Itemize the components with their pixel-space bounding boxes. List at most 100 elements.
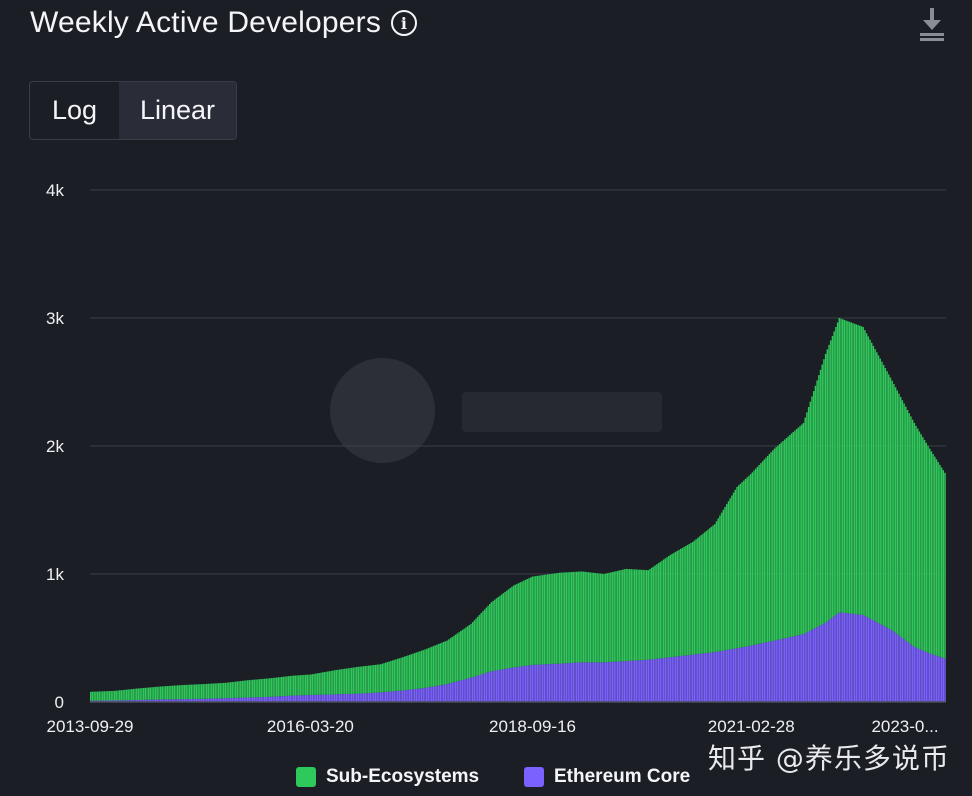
bar-sub-ecosystems: [124, 689, 126, 701]
bar-sub-ecosystems: [367, 665, 370, 694]
bar-ethereum-core: [836, 613, 839, 702]
bar-sub-ecosystems: [932, 453, 934, 655]
bar-ethereum-core: [639, 660, 641, 702]
bar-ethereum-core: [485, 672, 488, 702]
bar-sub-ecosystems: [691, 542, 694, 655]
bar-sub-ecosystems: [354, 667, 356, 694]
bar-ethereum-core: [807, 631, 810, 702]
bar-sub-ecosystems: [558, 572, 561, 664]
bar-ethereum-core: [690, 654, 692, 702]
bar-ethereum-core: [166, 699, 169, 702]
bar-ethereum-core: [200, 698, 203, 702]
bar-ethereum-core: [154, 699, 157, 702]
bar-sub-ecosystems: [490, 602, 493, 672]
bar-ethereum-core: [649, 659, 651, 702]
bar-ethereum-core: [306, 695, 309, 702]
bar-ethereum-core: [289, 695, 291, 702]
bar-sub-ecosystems: [296, 675, 298, 696]
bar-sub-ecosystems: [243, 680, 245, 698]
bar-ethereum-core: [466, 678, 469, 702]
bar-sub-ecosystems: [523, 580, 525, 667]
bar-sub-ecosystems: [613, 571, 615, 662]
bar-ethereum-core: [115, 700, 118, 702]
bar-sub-ecosystems: [830, 340, 832, 619]
bar-ethereum-core: [424, 687, 426, 702]
bar-sub-ecosystems: [449, 638, 452, 684]
bar-sub-ecosystems: [710, 526, 713, 653]
bar-sub-ecosystems: [679, 548, 682, 657]
download-icon[interactable]: [918, 8, 946, 42]
linear-scale-button[interactable]: Linear: [119, 82, 236, 139]
bar-ethereum-core: [901, 638, 904, 702]
bar-ethereum-core: [277, 696, 280, 702]
bar-sub-ecosystems: [197, 684, 199, 699]
bar-sub-ecosystems: [475, 618, 477, 677]
bar-sub-ecosystems: [729, 498, 731, 650]
bar-sub-ecosystems: [374, 664, 377, 693]
bar-ethereum-core: [604, 662, 607, 702]
bar-sub-ecosystems: [330, 670, 332, 695]
bar-ethereum-core: [383, 692, 385, 702]
bar-sub-ecosystems: [425, 648, 428, 688]
bar-sub-ecosystems: [500, 594, 503, 670]
bar-sub-ecosystems: [306, 674, 309, 696]
bar-sub-ecosystems: [920, 434, 922, 650]
bar-sub-ecosystems: [519, 582, 522, 667]
bar-ethereum-core: [129, 700, 131, 702]
bar-sub-ecosystems: [928, 448, 931, 654]
bar-sub-ecosystems: [328, 671, 331, 695]
bar-ethereum-core: [454, 681, 457, 702]
bar-sub-ecosystems: [223, 682, 225, 699]
bar-ethereum-core: [753, 644, 755, 702]
bar-sub-ecosystems: [366, 665, 368, 694]
bar-ethereum-core: [425, 687, 428, 702]
bar-ethereum-core: [350, 693, 353, 702]
bar-sub-ecosystems: [431, 646, 433, 687]
log-scale-button[interactable]: Log: [51, 95, 98, 125]
bar-ethereum-core: [586, 662, 588, 702]
bar-sub-ecosystems: [608, 572, 610, 663]
bar-sub-ecosystems: [749, 474, 752, 646]
bar-sub-ecosystems: [454, 634, 457, 682]
bar-sub-ecosystems: [356, 667, 358, 694]
bar-sub-ecosystems: [207, 683, 210, 699]
bar-ethereum-core: [645, 659, 648, 702]
bar-sub-ecosystems: [321, 672, 324, 695]
bar-sub-ecosystems: [688, 543, 690, 656]
bar-sub-ecosystems: [659, 561, 661, 659]
bar-ethereum-core: [280, 696, 283, 702]
bar-ethereum-core: [695, 654, 697, 702]
legend-item-ethereum-core[interactable]: Ethereum Core: [524, 766, 690, 788]
bar-ethereum-core: [284, 695, 286, 702]
info-icon[interactable]: i: [391, 10, 418, 36]
bar-sub-ecosystems: [294, 675, 297, 696]
bar-sub-ecosystems: [877, 355, 880, 624]
bar-ethereum-core: [732, 648, 735, 702]
bar-sub-ecosystems: [369, 665, 372, 693]
bar-sub-ecosystems: [284, 676, 286, 696]
bar-sub-ecosystems: [187, 684, 189, 700]
bar-sub-ecosystems: [195, 684, 198, 699]
bar-sub-ecosystems: [567, 572, 569, 664]
bar-ethereum-core: [724, 650, 726, 702]
bar-ethereum-core: [458, 680, 460, 702]
bar-ethereum-core: [722, 650, 725, 702]
bar-ethereum-core: [768, 641, 771, 702]
bar-sub-ecosystems: [482, 611, 484, 674]
bar-ethereum-core: [598, 662, 600, 702]
legend-item-sub-ecosystems[interactable]: Sub-Ecosystems: [296, 766, 479, 788]
bar-ethereum-core: [616, 661, 619, 702]
bar-sub-ecosystems: [587, 572, 590, 663]
bar-ethereum-core: [870, 619, 873, 702]
bar-ethereum-core: [535, 664, 537, 702]
bar-sub-ecosystems: [274, 677, 276, 697]
bar-ethereum-core: [495, 670, 498, 702]
bar-ethereum-core: [640, 660, 643, 702]
bar-ethereum-core: [553, 663, 556, 702]
bar-sub-ecosystems: [166, 686, 169, 700]
bar-sub-ecosystems: [292, 675, 295, 696]
bar-sub-ecosystems: [628, 569, 631, 661]
bar-sub-ecosystems: [216, 683, 218, 699]
bar-sub-ecosystems: [666, 557, 668, 658]
x-tick-label-4: 2023-0...: [871, 717, 938, 736]
